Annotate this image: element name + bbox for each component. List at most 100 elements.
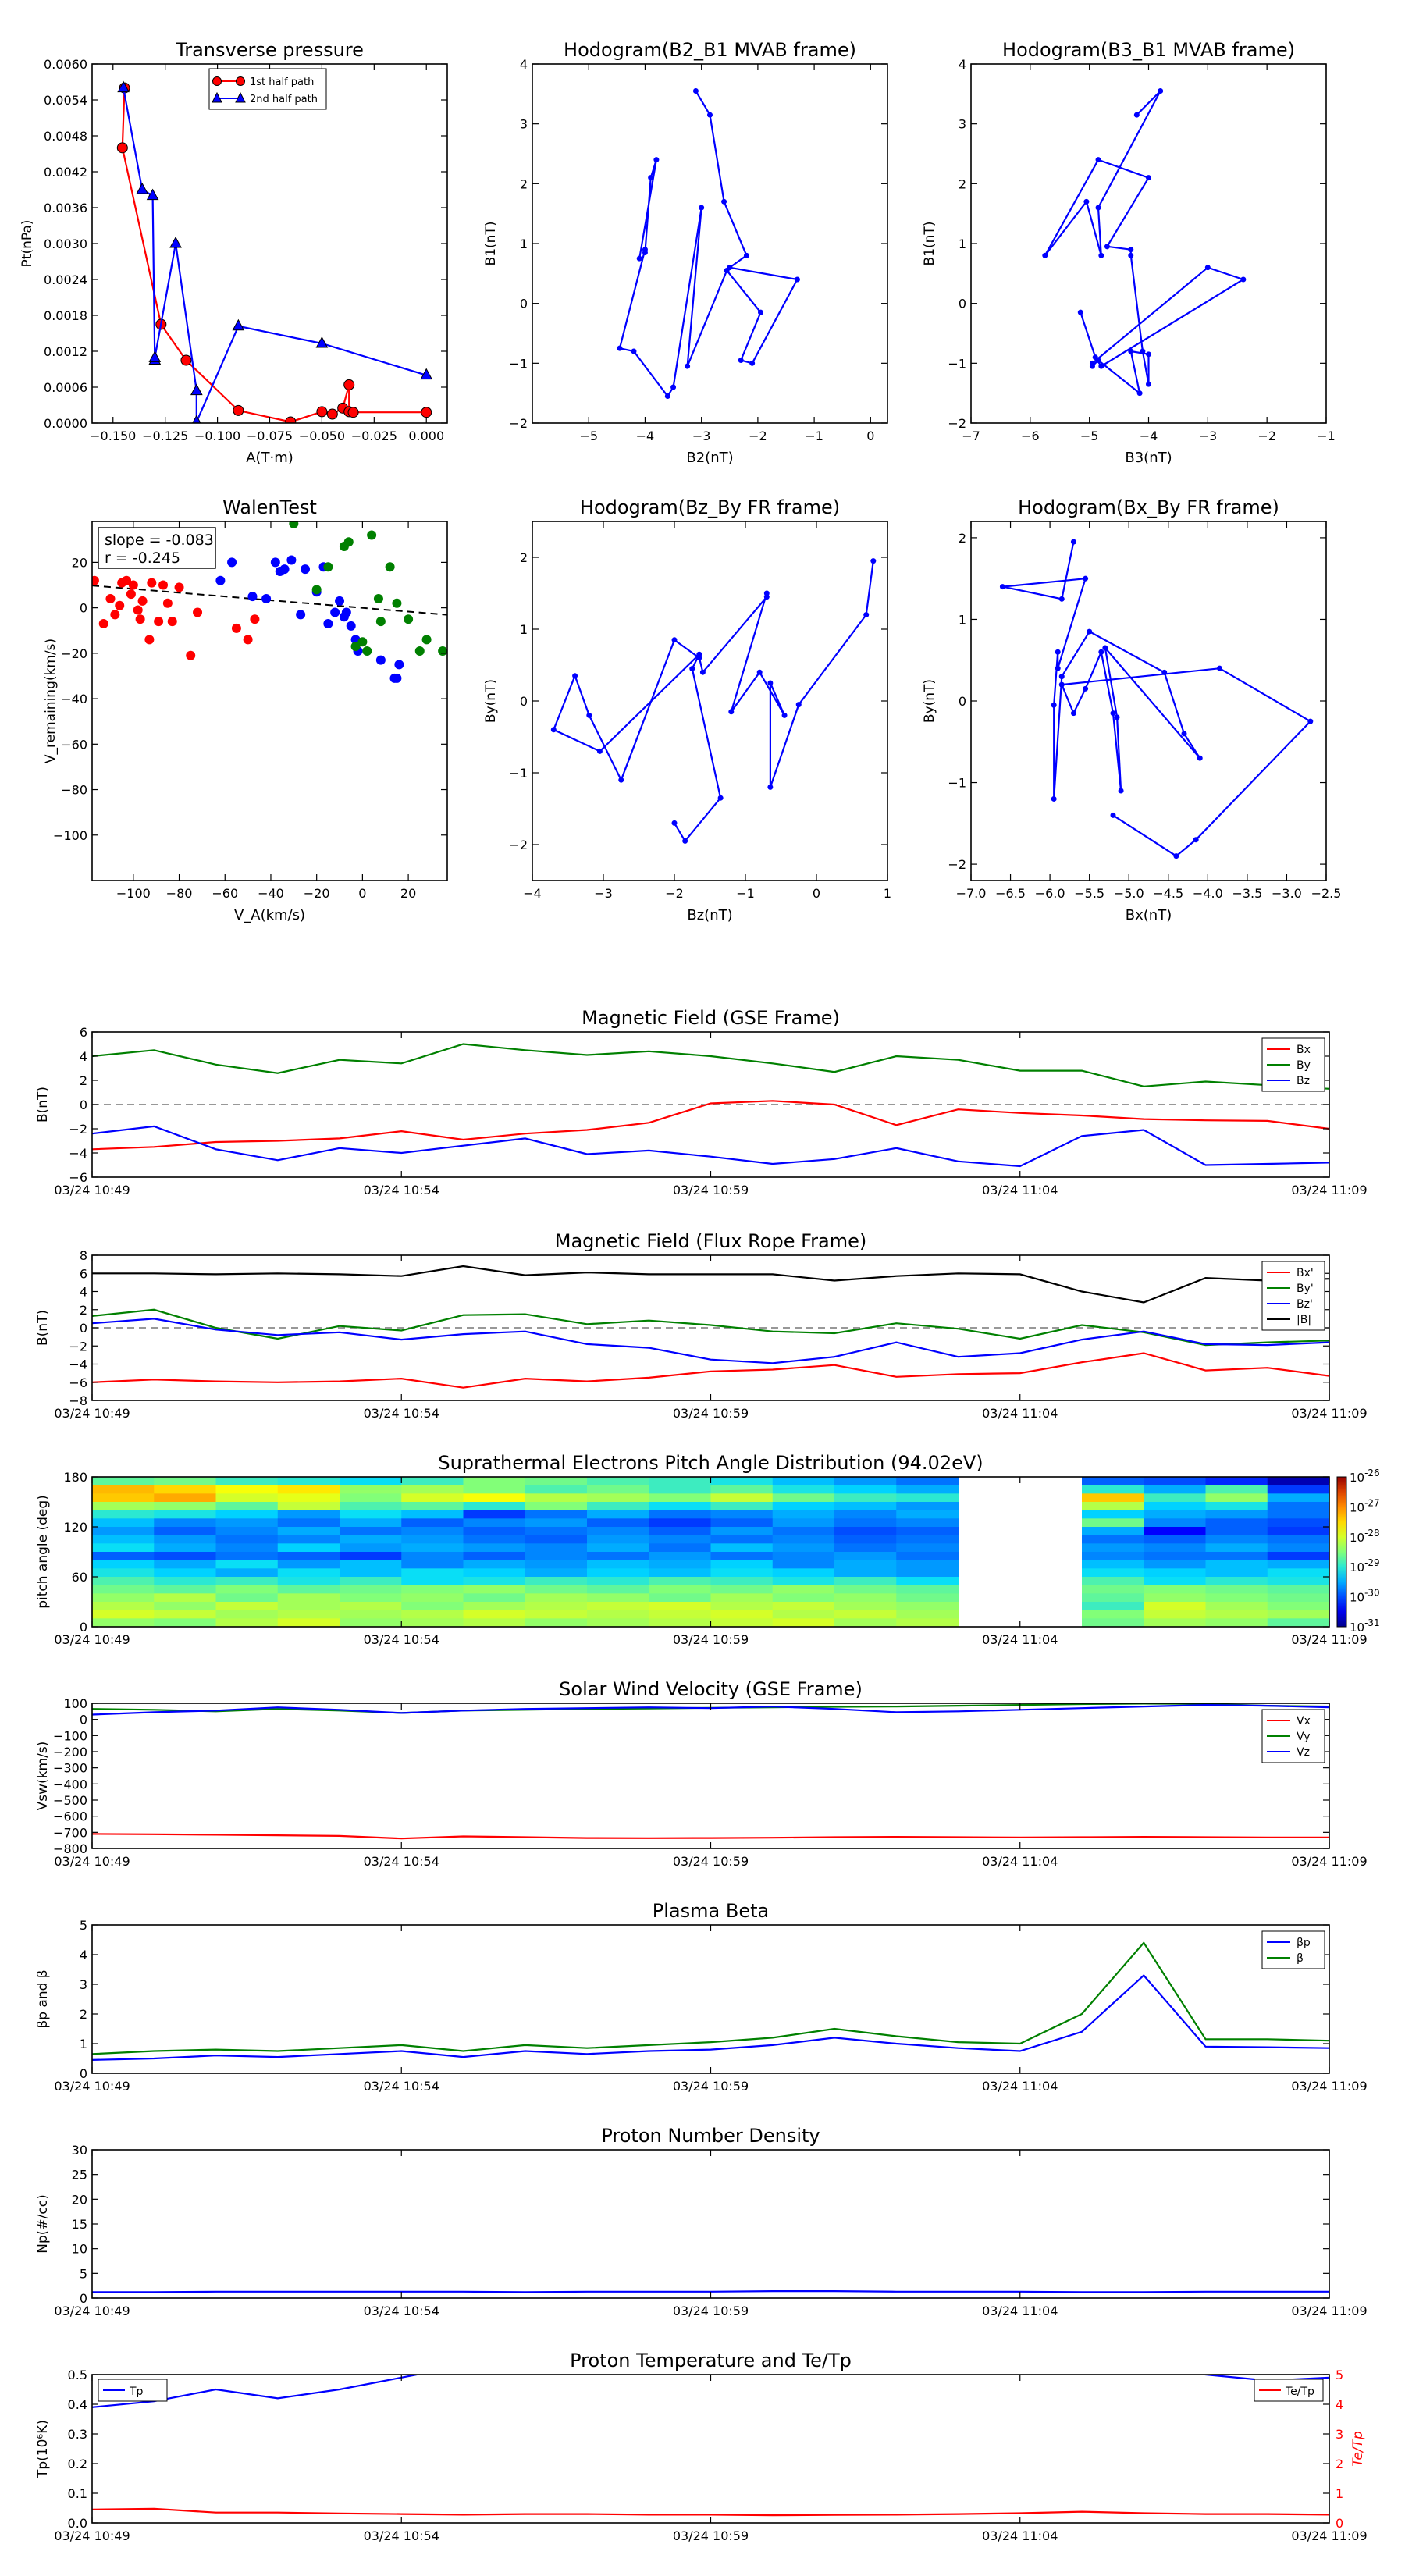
pad-cell <box>463 1602 526 1611</box>
pad-cell <box>1144 1568 1206 1578</box>
pad-cell <box>154 1618 216 1627</box>
pad-cell <box>1267 1568 1329 1578</box>
bfr-legend-label: Bx' <box>1297 1267 1314 1279</box>
hm2-point <box>1136 390 1143 397</box>
hm1-point <box>721 198 727 205</box>
tp-xtick-label: 0.000 <box>408 429 444 443</box>
pad-cell <box>92 1618 155 1627</box>
pad-cell <box>154 1518 216 1528</box>
pad-cell <box>92 1552 155 1561</box>
pad-cell <box>710 1543 774 1553</box>
walen-point <box>243 635 253 645</box>
temp-legend-label: Tp <box>129 2386 144 2398</box>
tp-point <box>420 368 433 380</box>
bfr-ytick-label: 4 <box>80 1285 87 1300</box>
pad-ytick-label: 120 <box>63 1520 87 1535</box>
hm1-point <box>738 358 744 363</box>
colorbar-tick-label: 10-28 <box>1350 1528 1380 1545</box>
pad-cell <box>896 1577 959 1586</box>
np-xtick-label: 03/24 10:59 <box>673 2304 749 2318</box>
pad-cell <box>1267 1577 1329 1586</box>
walen-point <box>341 607 351 617</box>
pad-cell <box>277 1618 340 1627</box>
tp-ytick-label: 0.0042 <box>44 165 87 180</box>
hm1-point <box>724 268 730 273</box>
vsw-ytick-label: −800 <box>53 1841 87 1856</box>
pad-cell <box>340 1577 402 1586</box>
pad-cell <box>896 1552 959 1561</box>
tp-point <box>326 408 338 420</box>
bfr-ytick-label: −6 <box>69 1375 87 1390</box>
walen-chart: WalenTest −100 −80 −60 −40 −20 0 20 −100 −80 −60 −4… <box>43 496 448 923</box>
pad-cell <box>587 1510 649 1519</box>
hfr1-xtick-label: −3 <box>594 886 613 901</box>
pad-cell <box>772 1493 835 1503</box>
hfr2-point <box>1087 628 1093 635</box>
pad-cell <box>401 1493 464 1503</box>
hfr2-point <box>1110 710 1116 717</box>
pad-xtick-label: 03/24 10:59 <box>673 1632 749 1647</box>
hm1-chart: Hodogram(B2_B1 MVAB frame) −5 −4 −3 −2 −1 0 −2 −… <box>483 39 888 466</box>
hfr2-point <box>1051 702 1057 708</box>
walen-xtick-label: −60 <box>212 886 238 901</box>
beta-xtick-label: 03/24 10:54 <box>364 2079 439 2094</box>
pad-cell <box>649 1485 711 1494</box>
walen-point <box>279 564 290 575</box>
pad-cell <box>154 1577 216 1586</box>
pad-cell <box>649 1552 711 1561</box>
vsw-xtick-label: 03/24 10:54 <box>364 1854 439 1869</box>
hfr2-xtick-label: −2.5 <box>1311 886 1342 901</box>
pad-cell <box>1205 1618 1268 1627</box>
hfr1-point <box>550 727 557 733</box>
pad-cell <box>154 1610 216 1619</box>
bfr-chart: Magnetic Field (Flux Rope Frame) 03/24 10… <box>35 1230 1368 1421</box>
tp-point <box>169 236 182 248</box>
pad-cell <box>525 1510 588 1519</box>
bfr-ytick-label: −8 <box>69 1393 87 1408</box>
tp-point <box>315 336 329 348</box>
walen-point <box>215 575 226 585</box>
pad-cell <box>896 1502 959 1511</box>
walen-point <box>227 557 237 568</box>
pad-cell <box>587 1502 649 1511</box>
pad-cell <box>649 1477 711 1486</box>
hfr2-point <box>1173 853 1179 859</box>
walen-point <box>186 650 196 660</box>
tp-xtick-label: −0.100 <box>194 429 240 443</box>
hfr2-xtick-label: −4.5 <box>1153 886 1183 901</box>
hm2-ytick-label: 0 <box>959 297 966 311</box>
bfr-series-bx-line <box>92 1352 1329 1389</box>
pad-cell <box>896 1602 959 1611</box>
hm2-point <box>1146 351 1151 358</box>
tp-ytick-label: 0.0012 <box>44 344 87 359</box>
pad-cell <box>1267 1560 1329 1569</box>
colorbar-tick-label: 10-26 <box>1350 1468 1380 1485</box>
pad-cell <box>340 1535 402 1544</box>
vsw-xtick-label: 03/24 11:04 <box>982 1854 1058 1869</box>
pad-cell <box>215 1552 279 1561</box>
hm2-point <box>1042 252 1048 258</box>
pad-cell <box>649 1585 711 1594</box>
hfr1-point <box>795 702 802 708</box>
beta-ytick-label: 2 <box>80 2007 87 2022</box>
walen-point <box>105 593 116 603</box>
walen-point <box>375 655 386 665</box>
tp-point <box>180 354 192 366</box>
pad-cell <box>215 1602 279 1611</box>
pad-cell <box>92 1535 155 1544</box>
walen-xtick-label: 20 <box>400 886 416 901</box>
hm1-xtick-label: −4 <box>636 429 655 443</box>
pad-cell <box>587 1602 649 1611</box>
bgse-ytick-label: 2 <box>80 1073 87 1088</box>
hm2-ylabel: B1(nT) <box>922 222 937 266</box>
pad-cell <box>340 1477 402 1486</box>
pad-cell <box>340 1493 402 1503</box>
pad-cell <box>710 1577 774 1586</box>
hm2-point <box>1092 354 1098 361</box>
pad-cell <box>834 1493 897 1503</box>
pad-cell <box>710 1535 774 1544</box>
pad-cell <box>772 1535 835 1544</box>
pad-cell <box>587 1543 649 1553</box>
pad-cell <box>525 1585 588 1594</box>
pad-cell <box>1205 1477 1268 1486</box>
